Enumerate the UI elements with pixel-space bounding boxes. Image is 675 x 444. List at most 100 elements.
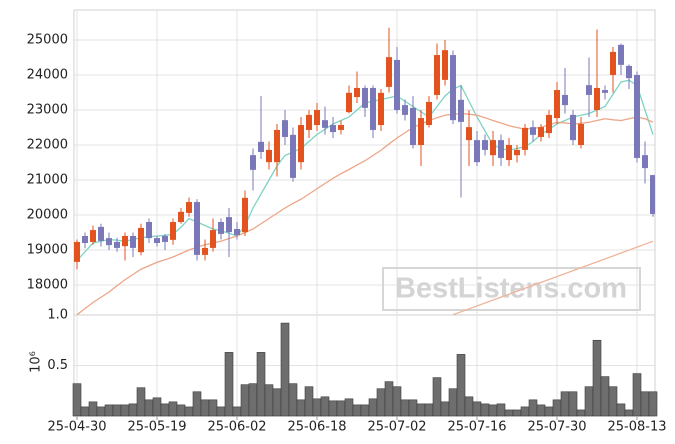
candle-body: [170, 222, 176, 240]
candle-body: [210, 230, 216, 248]
volume-bar: [496, 403, 506, 417]
candle-body: [250, 155, 256, 170]
volume-bar: [128, 403, 138, 417]
y-tick-label: 25000: [27, 32, 68, 47]
volume-bar: [320, 396, 330, 417]
volume-bar: [400, 399, 410, 417]
candles: [74, 27, 655, 315]
candle-body: [506, 144, 512, 161]
volume-bar: [176, 404, 186, 417]
candle-body: [98, 226, 104, 241]
volume-bar: [384, 381, 394, 417]
candle-body: [466, 127, 472, 141]
volume-bar: [520, 406, 530, 417]
candle-body: [618, 44, 624, 65]
candle-body: [458, 99, 464, 122]
watermark: BestListens.com: [382, 267, 641, 311]
candle-body: [186, 202, 192, 213]
candle-body: [426, 101, 432, 126]
candle-body: [482, 140, 488, 150]
candle-body: [114, 241, 120, 248]
volume-bar: [336, 400, 346, 417]
y-tick-label: 1.0: [47, 308, 68, 323]
volume-bar: [392, 386, 402, 417]
volume-bar: [536, 404, 546, 417]
y-tick-label: 22000: [27, 137, 68, 152]
y-tick-label: 23000: [27, 102, 68, 117]
candle-body: [146, 222, 152, 239]
y-tick-label: 0.5: [47, 358, 68, 373]
volume-bar: [576, 409, 586, 417]
volume-bar: [448, 388, 458, 417]
candle-body: [602, 90, 608, 93]
volume-bar: [560, 391, 570, 417]
y-tick-label: 20000: [27, 208, 68, 223]
candle-body: [474, 140, 480, 163]
volume-bar: [640, 391, 650, 417]
candle-body: [306, 114, 312, 130]
candle-body: [594, 87, 600, 110]
candle-body: [226, 217, 232, 233]
candle-body: [554, 90, 560, 119]
volume-bar: [312, 398, 322, 417]
candle-body: [90, 230, 96, 242]
volume-bar: [424, 403, 434, 417]
candle-body: [514, 149, 520, 156]
volume-bar: [168, 401, 178, 417]
candle-body: [650, 175, 655, 214]
x-tick-label: 25-05-19: [127, 420, 186, 435]
volume-bar: [104, 404, 114, 417]
candle-body: [314, 109, 320, 126]
candle-body: [418, 118, 424, 145]
candle-body: [194, 202, 200, 255]
candle-body: [154, 238, 160, 244]
y-tick-label: 21000: [27, 173, 68, 188]
volume-bar: [72, 383, 82, 417]
candle-body: [370, 87, 376, 130]
volume-bar: [112, 404, 122, 417]
volume-bar: [160, 403, 170, 417]
volume-bar: [352, 404, 362, 417]
candle-body: [274, 129, 280, 163]
candle-body: [434, 55, 440, 95]
moving-average-line: [452, 240, 654, 315]
candle-body: [362, 87, 368, 108]
volume-bar: [248, 383, 258, 417]
volume-bar: [504, 409, 514, 417]
candle-body: [538, 127, 544, 137]
panel-frame: [73, 9, 656, 316]
volume-bar: [152, 397, 162, 417]
candle-body: [266, 149, 272, 163]
candle-body: [634, 74, 640, 158]
candle-body: [322, 120, 328, 128]
volume-bar: [512, 409, 522, 417]
volume-bar: [440, 401, 450, 417]
candle-body: [490, 140, 496, 156]
volume-bar: [456, 354, 466, 417]
candle-body: [410, 107, 416, 145]
volume-bar: [224, 352, 234, 417]
volume-bars: [72, 322, 658, 417]
volume-bar: [608, 386, 618, 417]
volume-bar: [120, 404, 130, 417]
candle-body: [162, 236, 168, 242]
candle-body: [74, 241, 80, 262]
volume-bar: [472, 401, 482, 417]
volume-bar: [200, 399, 210, 417]
volume-bar: [280, 322, 290, 417]
volume-bar: [304, 386, 314, 417]
candle-body: [498, 140, 504, 158]
x-tick-label: 25-06-18: [287, 420, 346, 435]
candle-body: [290, 134, 296, 178]
x-tick-label: 25-08-13: [607, 420, 666, 435]
volume-bar: [616, 403, 626, 417]
volume-bar: [264, 384, 274, 417]
volume-bar: [232, 406, 242, 417]
volume-bar: [96, 406, 106, 417]
y-tick-label: 19000: [27, 243, 68, 258]
candle-body: [610, 51, 616, 75]
candle-body: [330, 125, 336, 133]
x-tick-label: 25-06-02: [207, 420, 266, 435]
